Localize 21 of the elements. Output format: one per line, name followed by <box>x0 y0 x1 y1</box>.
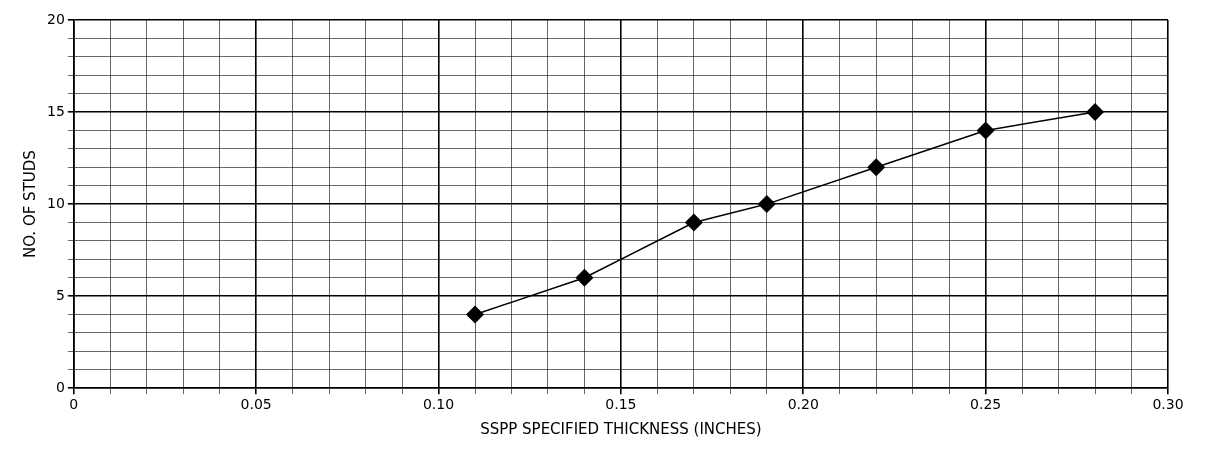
x-tick-label: 0 <box>69 396 79 413</box>
point <box>976 121 995 140</box>
x-tick-label: 0.25 <box>970 396 1002 413</box>
x-tick-label: 0.20 <box>787 396 819 413</box>
point <box>757 195 776 214</box>
x-tick-label: 0.15 <box>605 396 637 413</box>
point <box>575 268 594 287</box>
x-tick-label: 0.05 <box>240 396 272 413</box>
x-axis-title: SSPP SPECIFIED THICKNESS (INCHES) <box>480 419 762 438</box>
point <box>684 213 703 232</box>
x-tick-label: 0.10 <box>422 396 455 413</box>
y-tick-label: 0 <box>55 378 65 395</box>
y-tick-label: 15 <box>46 102 65 119</box>
y-tick-label: 10 <box>46 194 65 211</box>
point <box>1086 103 1105 122</box>
y-tick-label: 20 <box>46 10 65 27</box>
point <box>466 305 485 324</box>
y-axis-title: NO. OF STUDS <box>20 150 39 259</box>
x-tick-label: 0.30 <box>1152 396 1184 413</box>
y-tick-label: 5 <box>55 286 65 303</box>
point <box>867 158 886 177</box>
